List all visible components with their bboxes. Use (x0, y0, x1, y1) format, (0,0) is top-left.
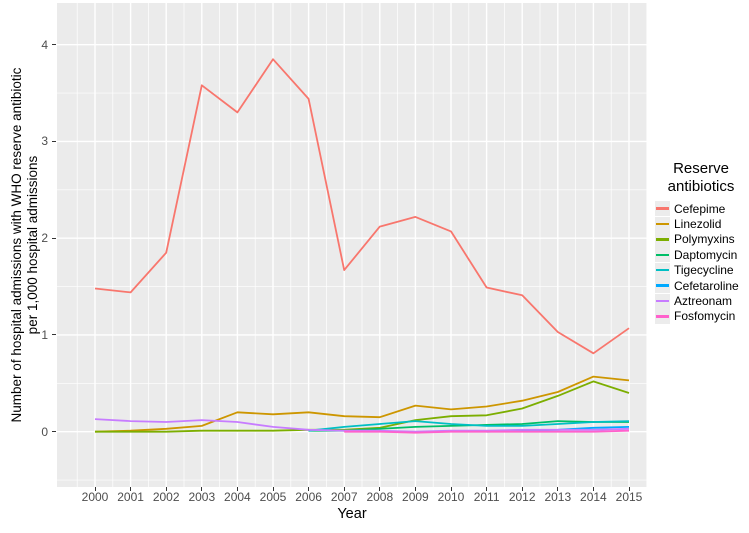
legend-label: Tigecycline (674, 263, 734, 278)
y-tick-mark (52, 140, 56, 142)
legend-key-line (656, 222, 669, 226)
x-tick-label: 2008 (366, 490, 394, 504)
legend-key-line (656, 299, 669, 303)
legend-label: Linezolid (674, 217, 722, 232)
y-tick-mark (52, 44, 56, 46)
legend-entry-cefepime: Cefepime (655, 201, 747, 217)
x-tick-label: 2005 (259, 490, 287, 504)
x-tick-mark (557, 487, 559, 491)
legend-label: Cefepime (674, 201, 726, 216)
plot-panel (57, 3, 648, 487)
x-tick-mark (414, 487, 416, 491)
legend-entry-fosfomycin: Fosfomycin (655, 308, 747, 324)
x-tick-mark (343, 487, 345, 491)
legend-entry-cefetaroline: Cefetaroline (655, 278, 747, 294)
x-tick-mark (272, 487, 274, 491)
series-line-tigecycline (308, 420, 630, 432)
x-tick-mark (628, 487, 630, 491)
legend-label: Daptomycin (674, 247, 738, 262)
legend-key-line (656, 315, 669, 318)
y-tick-label: 0 (41, 424, 48, 439)
x-tick-label: 2009 (402, 490, 429, 504)
legend-key-swatch (655, 247, 670, 263)
x-tick-mark (592, 487, 594, 491)
legend-key-swatch (655, 262, 670, 278)
y-tick-mark (52, 237, 56, 239)
legend-entry-linezolid: Linezolid (655, 216, 747, 232)
legend-label: Aztreonam (674, 294, 733, 309)
series-line-aztreonam (94, 418, 630, 433)
legend-key-swatch (655, 201, 670, 217)
legend-title: Reserve antibiotics (655, 160, 747, 196)
x-tick-label: 2012 (508, 490, 536, 504)
x-tick-label: 2004 (224, 490, 251, 504)
legend-entry-polymyxins: Polymyxins (655, 231, 747, 247)
x-tick-mark (379, 487, 381, 491)
legend-key-line (656, 284, 669, 287)
y-tick-label: 1 (41, 327, 48, 342)
legend-key-line (656, 238, 669, 241)
legend-key-swatch (655, 278, 670, 294)
x-tick-label: 2007 (330, 490, 358, 504)
x-tick-label: 2010 (437, 490, 465, 504)
legend-title-line1: Reserve (673, 160, 729, 177)
x-tick-mark (236, 487, 238, 491)
series-line-fosfomycin (344, 429, 630, 434)
y-tick-mark (52, 431, 56, 433)
x-tick-label: 2003 (188, 490, 216, 504)
x-tick-label: 2001 (117, 490, 144, 504)
x-tick-mark (94, 487, 96, 491)
legend-key-swatch (655, 216, 670, 232)
x-tick-mark (486, 487, 488, 491)
x-tick-mark (450, 487, 452, 491)
legend-entry-aztreonam: Aztreonam (655, 293, 747, 309)
y-tick-label: 4 (41, 37, 48, 52)
x-tick-mark (201, 487, 203, 491)
legend-label: Polymyxins (674, 232, 735, 247)
series-line-polymyxins (95, 380, 630, 433)
y-tick-mark (52, 334, 56, 336)
legend-key-line (656, 253, 669, 257)
x-tick-mark (165, 487, 167, 491)
x-tick-mark (308, 487, 310, 491)
x-tick-label: 2013 (544, 490, 572, 504)
y-tick-label: 2 (41, 231, 48, 246)
legend-label: Cefetaroline (674, 278, 739, 293)
legend-title-line2: antibiotics (667, 178, 735, 195)
x-tick-label: 2006 (295, 490, 322, 504)
x-tick-label: 2014 (580, 490, 607, 504)
x-tick-mark (521, 487, 523, 491)
legend-key-swatch (655, 293, 670, 309)
x-tick-mark (130, 487, 132, 491)
x-tick-label: 2015 (615, 490, 643, 504)
x-axis-title: Year (337, 506, 367, 522)
legend-key-line (656, 269, 669, 272)
legend-key-swatch (655, 308, 670, 324)
legend: Reserve antibiotics Cefepime Linezolid Pol… (655, 160, 747, 324)
x-tick-label: 2011 (473, 490, 500, 504)
legend-key-swatch (655, 231, 670, 247)
legend-key-line (656, 207, 669, 210)
legend-entry-tigecycline: Tigecycline (655, 262, 747, 278)
legend-items: Cefepime Linezolid Polymyxins Daptomycin Tig… (655, 201, 747, 324)
legend-label: Fosfomycin (674, 309, 736, 324)
y-tick-label: 3 (41, 134, 48, 149)
x-tick-label: 2002 (152, 490, 180, 504)
series-line-linezolid (94, 375, 630, 433)
legend-entry-daptomycin: Daptomycin (655, 247, 747, 263)
x-tick-label: 2000 (81, 490, 109, 504)
line-chart (57, 3, 648, 487)
series-line-cefepime (94, 58, 630, 355)
